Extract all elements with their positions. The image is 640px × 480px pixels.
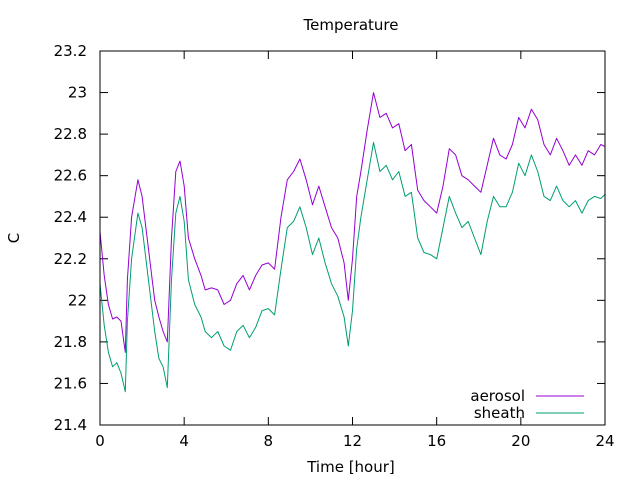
x-tick-label: 12 (343, 432, 362, 450)
axis-ticks: 0 4 8 12 16 20 24 21.4 21.6 21.8 22 22.2 22.4 22.6 22.… (54, 42, 615, 450)
y-tick-label: 21.6 (54, 374, 87, 392)
legend-label-sheath: sheath (474, 404, 525, 422)
y-tick-label: 23.2 (54, 42, 87, 60)
y-tick-label: 23 (68, 84, 87, 102)
x-tick-label: 0 (95, 432, 105, 450)
y-tick-label: 22.4 (54, 208, 87, 226)
x-tick-label: 8 (264, 432, 274, 450)
y-axis-label: C (5, 233, 23, 243)
x-tick-label: 16 (427, 432, 446, 450)
x-axis-label: Time [hour] (306, 458, 395, 476)
y-tick-label: 21.8 (54, 333, 87, 351)
y-tick-label: 22 (68, 291, 87, 309)
plot-frame (99, 50, 606, 426)
series-lines (99, 92, 606, 393)
y-tick-label: 22.2 (54, 250, 87, 268)
x-tick-label: 24 (595, 432, 614, 450)
chart-title: Temperature (302, 16, 398, 34)
series-line-sheath (99, 141, 606, 393)
legend-label-aerosol: aerosol (470, 387, 525, 405)
y-tick-label: 22.8 (54, 125, 87, 143)
y-tick-label: 21.4 (54, 416, 87, 434)
x-tick-label: 4 (179, 432, 189, 450)
y-tick-label: 22.6 (54, 167, 87, 185)
series-line-aerosol (99, 92, 606, 353)
x-tick-label: 20 (511, 432, 530, 450)
